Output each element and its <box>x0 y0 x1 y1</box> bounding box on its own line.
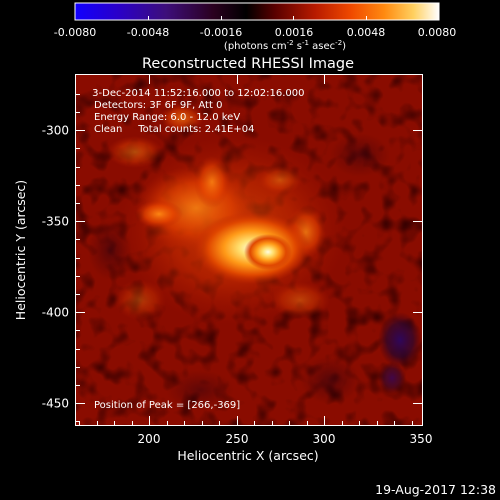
dark-patch <box>300 356 360 404</box>
emission-blob <box>194 156 230 208</box>
colorbar-tick-label: 0.0016 <box>275 26 314 39</box>
peak-position: Position of Peak = [266,-369] <box>94 400 240 411</box>
colorbar-unit-label: (photons cm-2 s-1 asec-2) <box>224 39 346 52</box>
x-tick-label: 250 <box>226 432 249 446</box>
colorbar: -0.0080 -0.0048 -0.0016 0.0016 0.0048 0.… <box>54 2 457 52</box>
detectors-info: Detectors: 3F 6F 9F, Att 0 <box>94 100 222 111</box>
negative-patch <box>378 312 422 368</box>
negative-patch <box>378 362 406 394</box>
dark-patch <box>166 370 234 410</box>
y-tick-label: -400 <box>42 306 69 320</box>
y-axis-label: Heliocentric Y (arcsec) <box>13 180 28 320</box>
colorbar-tick-label: -0.0048 <box>127 26 169 39</box>
dark-patch <box>330 133 390 177</box>
x-tick-label: 200 <box>138 432 161 446</box>
colorbar-tick-label: 0.0048 <box>347 26 386 39</box>
emission-core <box>244 234 292 270</box>
colorbar-gradient <box>74 2 440 21</box>
colorbar-tick-label: -0.0016 <box>200 26 242 39</box>
x-tick-label: 350 <box>410 432 433 446</box>
y-tick-label: -300 <box>42 124 69 138</box>
emission-blob <box>135 200 183 228</box>
energy-range-info: Energy Range: 6.0 - 12.0 keV <box>94 112 240 123</box>
emission-blob <box>258 166 302 194</box>
x-tick-label: 300 <box>313 432 336 446</box>
emission-blob <box>160 104 204 132</box>
plot-frame <box>75 74 423 426</box>
x-axis-ticks <box>79 74 413 426</box>
colorbar-tick-label: 0.0080 <box>418 26 457 39</box>
y-tick-label: -450 <box>42 397 69 411</box>
emission-blob <box>114 280 166 320</box>
image-title: Reconstructed RHESSI Image <box>142 56 354 72</box>
clean-counts-info: Clean Total counts: 2.41E+04 <box>94 124 254 135</box>
rhessi-image <box>75 74 423 426</box>
y-tick-label: -350 <box>42 215 69 229</box>
x-axis-label: Heliocentric X (arcsec) <box>177 448 318 463</box>
footer-timestamp: 19-Aug-2017 12:38 <box>375 482 496 497</box>
colorbar-tick-label: -0.0080 <box>54 26 96 39</box>
emission-blob <box>270 282 330 318</box>
dark-patch <box>88 220 132 280</box>
observation-time: 3-Dec-2014 11:52:16.000 to 12:02:16.000 <box>89 88 305 99</box>
emission-blob <box>107 136 163 168</box>
colorbar-ticks <box>148 16 367 20</box>
